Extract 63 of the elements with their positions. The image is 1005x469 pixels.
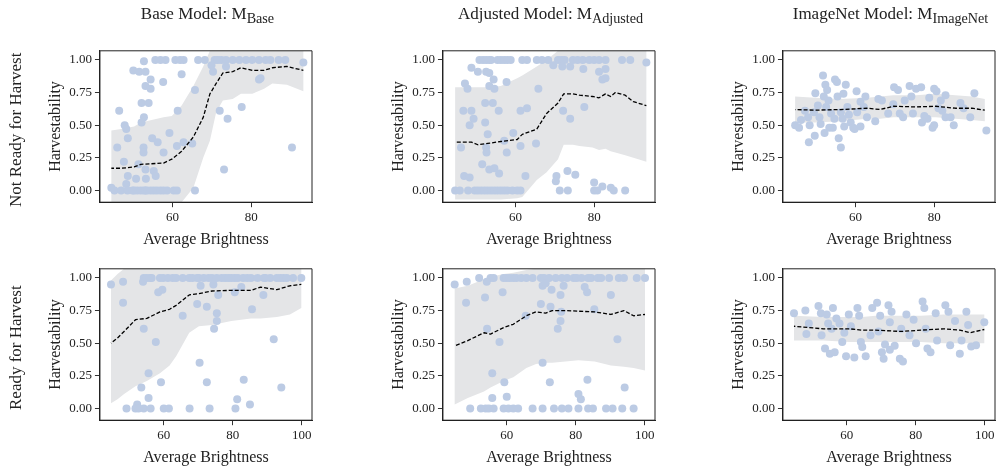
y-axis-title: Harvestability xyxy=(45,299,64,390)
x-tick-label: 60 xyxy=(509,209,523,225)
y-axis-title: Harvestability xyxy=(45,81,64,172)
chart-title: Adjusted Model: M$_{Adjusted}$ xyxy=(456,4,645,28)
x-tick-label: 60 xyxy=(500,427,514,443)
y-tick-label: 0.25 xyxy=(69,149,92,165)
y-axis-title: Harvestability xyxy=(728,299,747,390)
y-tick-label: 0.50 xyxy=(752,116,775,132)
line-series xyxy=(110,283,302,344)
x-axis-title: Average Brightness xyxy=(143,229,269,248)
x-tick-label: 80 xyxy=(244,209,258,225)
x-tick-label: 80 xyxy=(587,209,601,225)
y-tick-label: 1.00 xyxy=(69,269,92,285)
y-tick-label: 0.25 xyxy=(752,367,775,383)
y-tick-label: 0.00 xyxy=(752,399,775,415)
y-tick-label: 0.25 xyxy=(69,367,92,383)
x-axis-title: Average Brightness xyxy=(486,447,612,466)
y-tick-label: 0.50 xyxy=(412,116,435,132)
y-tick-label: 0.25 xyxy=(412,367,435,383)
y-axis-title: Harvestability xyxy=(728,81,747,172)
x-tick-label: 60 xyxy=(166,209,180,225)
x-tick-label: 100 xyxy=(291,427,312,443)
y-tick-label: 0.50 xyxy=(69,334,92,350)
y-tick-label: 0.25 xyxy=(752,149,775,165)
y-tick-label: 0.00 xyxy=(69,181,92,197)
x-axis-title: Average Brightness xyxy=(826,229,952,248)
chart-title: ImageNet Model: M$_{ImageNet}$ xyxy=(791,4,990,28)
chart-title: Base Model: M$_{Base}$ xyxy=(139,4,276,28)
x-tick-label: 80 xyxy=(569,427,583,443)
x-tick-label: 80 xyxy=(226,427,240,443)
y-tick-label: 0.50 xyxy=(412,334,435,350)
x-axis-title: Average Brightness xyxy=(826,447,952,466)
y-tick-label: 0.00 xyxy=(412,181,435,197)
y-tick-label: 1.00 xyxy=(412,269,435,285)
x-tick-label: 100 xyxy=(974,427,995,443)
y-tick-label: 1.00 xyxy=(752,51,775,67)
y-tick-label: 0.25 xyxy=(412,149,435,165)
y-tick-label: 0.75 xyxy=(412,301,435,317)
y-tick-label: 1.00 xyxy=(752,269,775,285)
x-tick-label: 60 xyxy=(840,427,854,443)
y-tick-label: 0.00 xyxy=(412,399,435,415)
y-tick-label: 0.00 xyxy=(69,399,92,415)
y-tick-label: 0.50 xyxy=(69,116,92,132)
y-tick-label: 1.00 xyxy=(412,51,435,67)
y-tick-label: 0.75 xyxy=(412,83,435,99)
text: Not Ready for Harvest xyxy=(6,51,26,210)
x-tick-label: 80 xyxy=(927,209,941,225)
x-tick-label: 100 xyxy=(634,427,655,443)
x-tick-label: 80 xyxy=(909,427,923,443)
y-tick-label: 0.75 xyxy=(69,301,92,317)
y-tick-label: 0.75 xyxy=(752,301,775,317)
y-tick-label: 0.75 xyxy=(69,83,92,99)
x-tick-label: 60 xyxy=(849,209,863,225)
y-tick-label: 1.00 xyxy=(69,51,92,67)
y-tick-label: 0.00 xyxy=(752,181,775,197)
y-tick-label: 0.50 xyxy=(752,334,775,350)
y-axis-title: Harvestability xyxy=(388,81,407,172)
x-tick-label: 60 xyxy=(157,427,171,443)
y-axis-title: Harvestability xyxy=(388,299,407,390)
x-axis-title: Average Brightness xyxy=(486,229,612,248)
y-tick-label: 0.75 xyxy=(752,83,775,99)
text: Ready for Harvest xyxy=(6,284,26,413)
x-axis-title: Average Brightness xyxy=(143,447,269,466)
